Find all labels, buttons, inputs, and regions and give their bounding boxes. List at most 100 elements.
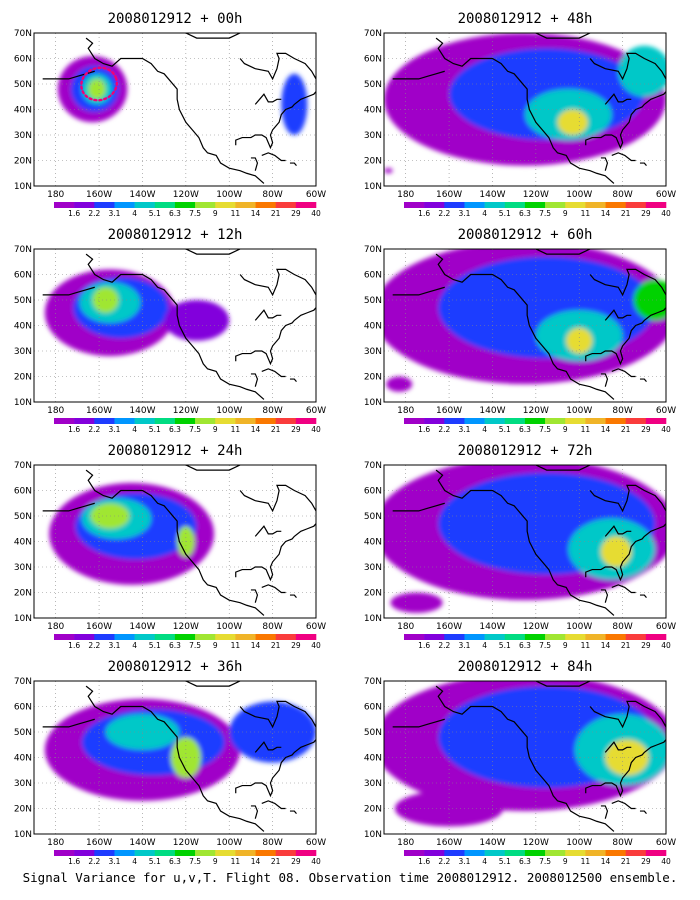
colorbar-swatch bbox=[275, 850, 297, 856]
map-panel: 2008012912 + 84h 10N 20N 30N 40N 50N 60N 70N 180… bbox=[364, 659, 676, 866]
lat-tick-label: 70N bbox=[14, 677, 32, 687]
colorbar-swatch bbox=[235, 850, 256, 856]
variance-contour bbox=[229, 701, 316, 763]
colorbar: 1.6 2.2 3.1 4 5.1 6.3 7.5 9 11 14 21 29 40 bbox=[54, 634, 321, 650]
colorbar-tick-label: 11 bbox=[581, 857, 591, 866]
coastline bbox=[392, 718, 445, 728]
colorbar-swatch bbox=[504, 418, 526, 424]
coastline bbox=[85, 253, 265, 400]
colorbar-tick-label: 9 bbox=[563, 641, 568, 650]
lat-tick-label: 50N bbox=[14, 512, 32, 522]
coastline bbox=[239, 268, 316, 297]
colorbar-swatch bbox=[154, 634, 176, 640]
lat-tick-label: 70N bbox=[14, 245, 32, 255]
colorbar-tick-label: 6.3 bbox=[519, 641, 531, 650]
lat-tick-label: 60N bbox=[14, 703, 32, 713]
lon-tick-label: 160W bbox=[436, 622, 462, 632]
map-panel: 2008012912 + 60h 10N 20N 30N 40N 50N 60N 70N 180… bbox=[364, 227, 676, 434]
colorbar-tick-label: 21 bbox=[621, 857, 631, 866]
colorbar-swatch bbox=[605, 418, 626, 424]
colorbar-tick-label: 14 bbox=[251, 641, 261, 650]
coastline bbox=[600, 157, 609, 171]
flight-track bbox=[80, 66, 119, 102]
lat-tick-label: 50N bbox=[364, 80, 382, 90]
colorbar-tick-label: 1.6 bbox=[68, 425, 80, 434]
coastlines bbox=[34, 465, 316, 616]
lon-tick-label: 80W bbox=[612, 622, 632, 632]
colorbar-swatch bbox=[444, 634, 465, 640]
colorbar-swatch bbox=[585, 634, 606, 640]
lon-tick-label: 60W bbox=[656, 622, 676, 632]
colorbar-swatch bbox=[545, 634, 566, 640]
colorbar-swatch bbox=[295, 202, 317, 208]
colorbar-swatch bbox=[235, 418, 256, 424]
colorbar-swatch bbox=[464, 202, 485, 208]
lat-tick-label: 70N bbox=[364, 245, 382, 255]
variance-contour bbox=[600, 536, 632, 567]
coastline bbox=[604, 525, 632, 537]
colorbar-tick-label: 14 bbox=[251, 209, 261, 218]
colorbar-swatch bbox=[235, 634, 256, 640]
colorbar-tick-label: 11 bbox=[231, 641, 241, 650]
colorbar-swatch bbox=[74, 850, 95, 856]
colorbar-tick-label: 40 bbox=[661, 425, 671, 434]
colorbar-swatch bbox=[154, 418, 176, 424]
colorbar-swatch bbox=[404, 850, 425, 856]
coastline bbox=[639, 162, 647, 166]
coastline bbox=[585, 307, 666, 366]
lon-tick-label: 180 bbox=[397, 838, 414, 848]
lon-tick-label: 140W bbox=[479, 190, 505, 200]
colorbar-swatch bbox=[645, 418, 667, 424]
coastline bbox=[185, 681, 241, 687]
lon-tick-label: 100W bbox=[566, 190, 592, 200]
coastline bbox=[85, 469, 265, 616]
lat-tick-label: 50N bbox=[364, 512, 382, 522]
gridlines bbox=[384, 681, 666, 834]
lon-tick-label: 180 bbox=[397, 622, 414, 632]
panel-title: 2008012912 + 36h bbox=[108, 659, 243, 675]
coastline bbox=[639, 810, 647, 814]
lon-tick-label: 160W bbox=[436, 190, 462, 200]
lat-tick-label: 40N bbox=[364, 106, 382, 116]
coastline bbox=[254, 309, 282, 321]
lat-tick-label: 10N bbox=[14, 830, 32, 840]
colorbar-tick-label: 7.5 bbox=[539, 425, 551, 434]
colorbar-swatch bbox=[404, 634, 425, 640]
colorbar-swatch bbox=[504, 202, 526, 208]
colorbar-tick-label: 2.2 bbox=[438, 641, 450, 650]
colorbar-swatch bbox=[625, 850, 647, 856]
lat-tick-label: 60N bbox=[14, 487, 32, 497]
colorbar-tick-label: 7.5 bbox=[539, 209, 551, 218]
colorbar-tick-label: 2.2 bbox=[88, 641, 100, 650]
colorbar-swatch bbox=[134, 634, 156, 640]
colorbar-tick-label: 21 bbox=[621, 425, 631, 434]
colorbar-swatch bbox=[484, 850, 506, 856]
gridlines bbox=[34, 249, 316, 402]
lat-tick-label: 10N bbox=[364, 398, 382, 408]
colorbar-swatch bbox=[94, 850, 115, 856]
lat-tick-label: 30N bbox=[364, 347, 382, 357]
coastline bbox=[250, 805, 259, 819]
coastline bbox=[235, 91, 316, 150]
colorbar-tick-label: 6.3 bbox=[169, 641, 181, 650]
lat-tick-label: 20N bbox=[364, 589, 382, 599]
coastlines bbox=[34, 681, 316, 832]
colorbar-tick-label: 1.6 bbox=[68, 641, 80, 650]
coastlines bbox=[384, 681, 666, 832]
lat-tick-label: 30N bbox=[14, 779, 32, 789]
colorbar-tick-label: 7.5 bbox=[189, 209, 201, 218]
colorbar-swatch bbox=[295, 634, 317, 640]
gridlines bbox=[384, 249, 666, 402]
colorbar-tick-label: 29 bbox=[291, 857, 301, 866]
colorbar-tick-label: 21 bbox=[271, 857, 281, 866]
colorbar-tick-label: 4 bbox=[482, 857, 487, 866]
colorbar-tick-label: 2.2 bbox=[88, 425, 100, 434]
lon-tick-label: 60W bbox=[306, 622, 326, 632]
lat-tick-label: 60N bbox=[364, 703, 382, 713]
lon-tick-label: 100W bbox=[216, 838, 242, 848]
colorbar-swatch bbox=[215, 850, 236, 856]
coastline bbox=[604, 309, 632, 321]
lon-tick-label: 140W bbox=[479, 838, 505, 848]
figure-caption: Signal Variance for u,v,T. Flight 08. Ob… bbox=[22, 870, 678, 885]
colorbar-swatch bbox=[174, 418, 196, 424]
